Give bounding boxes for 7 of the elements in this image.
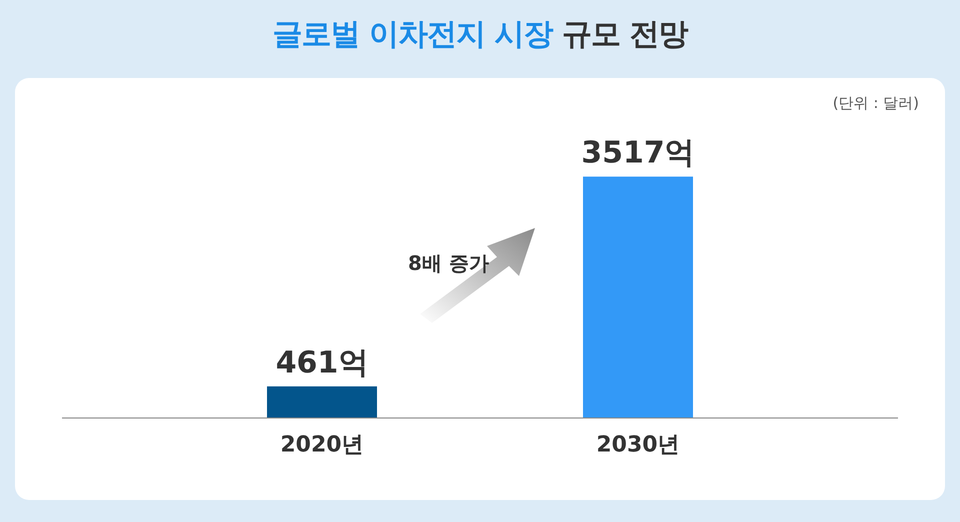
x-tick-label: 2030년 xyxy=(596,432,680,458)
data-label: 3517억 xyxy=(581,136,695,171)
text: (단위 : 달러) xyxy=(832,94,919,113)
chart-title: 글로벌 이차전지 시장 규모 전망 xyxy=(272,17,688,52)
data-label: 461억 xyxy=(276,345,368,380)
x-tick-label: 2020년 xyxy=(280,432,364,458)
annotation: 8배 증가 xyxy=(408,250,489,277)
